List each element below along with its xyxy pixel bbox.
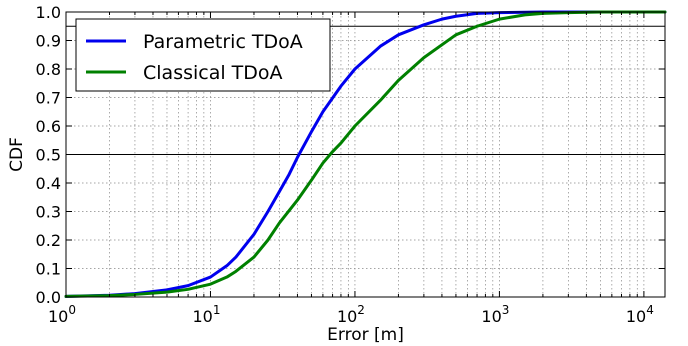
y-tick-label: 0.6 (36, 117, 61, 136)
legend-label: Parametric TDoA (143, 31, 303, 53)
grid (65, 11, 665, 298)
legend: Parametric TDoA Classical TDoA (75, 18, 331, 92)
y-tick-label: 0.0 (36, 288, 61, 307)
legend-label: Classical TDoA (143, 62, 283, 84)
axis-ticks: 0.0 0.1 0.2 0.3 0.4 0.5 0.6 0.7 0.8 0.9 1.0 100 101 1… (36, 3, 665, 326)
series-line-parametric (64, 10, 667, 298)
x-tick-label: 104 (626, 303, 654, 326)
x-tick-label: 103 (481, 303, 509, 326)
y-tick-label: 0.7 (36, 89, 61, 108)
x-tick-label: 101 (192, 303, 220, 326)
y-tick-label: 0.9 (36, 32, 61, 51)
y-tick-label: 0.3 (36, 203, 61, 222)
y-axis-label: CDF (7, 137, 27, 172)
x-axis-label: Error [m] (327, 325, 404, 345)
legend-box (75, 18, 331, 92)
y-tick-label: 0.5 (36, 146, 61, 165)
series-lines (64, 10, 667, 298)
y-tick-label: 0.8 (36, 60, 61, 79)
x-tick-label: 102 (337, 303, 365, 326)
y-tick-label: 0.1 (36, 260, 61, 279)
y-tick-label: 0.4 (36, 174, 61, 193)
x-tick-label: 100 (48, 303, 76, 326)
series-line-classical (64, 10, 667, 298)
y-tick-label: 0.2 (36, 231, 61, 250)
y-tick-label: 1.0 (36, 3, 61, 22)
